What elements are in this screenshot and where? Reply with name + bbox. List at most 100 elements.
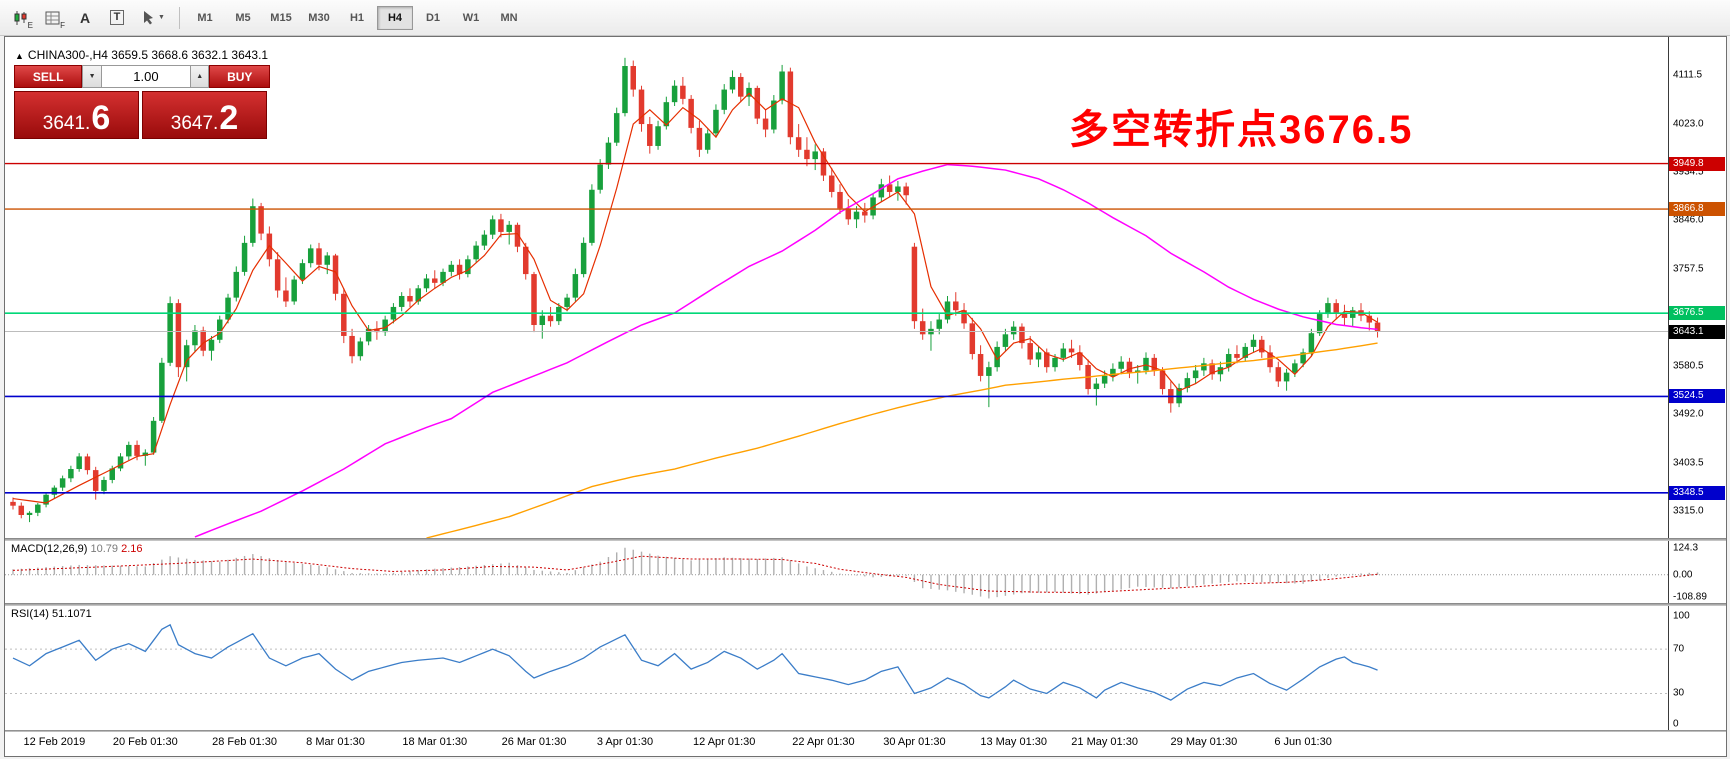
timeframe-button-m1[interactable]: M1 [197,11,213,24]
candle-up [35,504,41,513]
candle-down [316,248,322,265]
macd-chart[interactable] [5,541,1668,603]
candle-up [721,89,727,110]
pane-separator[interactable] [5,538,1726,541]
price-level-chip: 3949.8 [1669,156,1725,171]
candle-up [622,66,628,114]
candle-up [26,512,33,516]
timeframe-button-h1[interactable]: H1 [349,11,365,24]
candle-down [1077,352,1083,365]
sell-price-box[interactable]: 3641. 6 [14,91,139,139]
candle-down [919,321,926,335]
candle-up [68,469,74,479]
candle-up [1292,363,1298,373]
candlestick-chart-icon[interactable]: E [6,4,36,32]
candle-down [1267,352,1273,368]
candle-down [696,127,703,150]
price-axis-label: 4111.5 [1673,69,1703,81]
timeframe-button-h4[interactable]: H4 [377,5,413,30]
cursor-tool-icon[interactable]: ▼ [134,4,172,32]
timeframe-button-m30[interactable]: M30 [308,11,330,24]
candle-up [415,288,421,302]
candle-up [126,444,132,457]
price-level-chip: 3643.1 [1669,324,1725,339]
time-axis-label: 30 Apr 01:30 [883,736,946,748]
candle-up [1349,310,1356,318]
text-tool-icon[interactable]: A [79,9,91,26]
time-axis[interactable]: 12 Feb 2019 20 Feb 01:30 28 Feb 01:30 8 Mar… [5,732,1726,756]
buy-button[interactable]: BUY [209,65,270,88]
macd-signal-value: 2.16 [121,543,143,555]
candle-up [465,259,471,275]
bar-chart-icon-badge: F [60,20,65,30]
candle-down [630,66,636,90]
candle-up [895,186,901,192]
sell-button[interactable]: SELL [14,65,83,88]
timeframe-button-w1[interactable]: W1 [462,11,480,24]
macd-axis-label: 0.00 [1673,569,1693,581]
timeframe-button-d1[interactable]: D1 [425,11,441,24]
time-axis-label: 21 May 01:30 [1071,736,1138,748]
candle-down [680,85,686,99]
candle-down [274,259,281,291]
sell-price-pip: 6 [91,99,111,138]
ma-fast [12,92,1378,504]
candle-up [564,297,570,307]
candle-down [498,219,504,232]
candle-down [1019,326,1025,344]
timeframe-button-m15[interactable]: M15 [270,11,292,24]
rsi-axis: 100 70 30 0 [1668,606,1726,730]
buy-price-box[interactable]: 3647. 2 [142,91,267,139]
macd-signal-line [12,555,1378,594]
candle-up [944,301,951,320]
candle-up [398,295,405,307]
candle-up [655,126,661,146]
candle-down [175,303,182,368]
candle-up [986,367,992,376]
symbol-ohlc-text: CHINA300-,H4 3659.5 3668.6 3632.1 3643.1 [27,48,269,62]
time-axis-label: 6 Jun 01:30 [1274,736,1332,748]
collapse-trade-panel-icon[interactable]: ▲ [15,51,24,61]
candle-down [1234,354,1240,358]
candle-down [92,470,99,491]
candle-down [258,206,264,234]
candle-down [886,184,893,192]
candle-up [167,303,173,363]
candle-up [324,255,331,265]
chart-text-annotation[interactable]: 多空转折点3676.5 [1069,108,1414,152]
chart-area: 4111.54023.03934.53846.03757.53669.03580… [4,36,1727,757]
candle-up [853,211,860,220]
macd-label: MACD(12,26,9) 10.79 2.16 [11,543,143,555]
candle-down [795,137,802,150]
candle-up [613,113,620,143]
price-level-chip: 3866.8 [1669,202,1725,217]
label-tool-icon[interactable]: T [102,4,132,32]
candle-up [1143,357,1149,371]
price-axis-label: 3757.5 [1673,263,1704,275]
candle-up [1250,339,1257,347]
macd-axis-label: -108.89 [1673,591,1707,603]
candle-down [754,87,761,119]
candle-up [307,248,314,264]
candle-up [299,263,306,280]
price-axis-label: 3492.0 [1673,408,1704,420]
candle-up [440,271,446,283]
ma-mid [194,163,1378,538]
candle-down [1159,370,1166,390]
candlestick-chart[interactable] [5,37,1668,538]
macd-axis-label: 124.3 [1673,542,1699,554]
rsi-chart[interactable] [5,606,1668,730]
timeframe-button-m5[interactable]: M5 [235,11,251,24]
candle-up [291,279,297,302]
timeframe-button-mn[interactable]: MN [500,11,518,24]
candle-up [59,478,66,488]
toolbar: E F A T ▼ M1 M5 M15 M30 H1 H4 D1 W1 MN [0,0,1730,36]
bar-chart-icon[interactable]: F [38,4,68,32]
pane-separator[interactable] [5,603,1726,606]
volume-input[interactable] [101,65,190,88]
time-axis-label: 12 Feb 2019 [23,736,86,748]
timeframe-group: M1 M5 M15 M30 H1 H4 D1 W1 MN [187,5,527,30]
time-axis-label: 8 Mar 01:30 [306,736,365,748]
volume-decrease-button[interactable]: ▼ [82,65,102,88]
volume-increase-button[interactable]: ▲ [189,65,210,88]
